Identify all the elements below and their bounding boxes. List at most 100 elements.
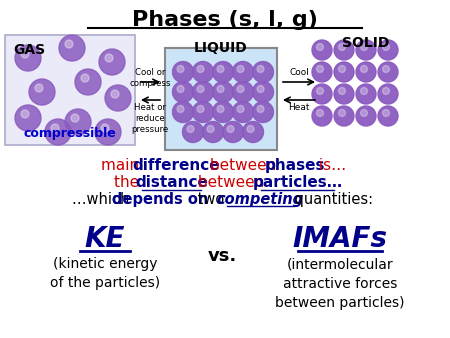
Circle shape (217, 86, 224, 93)
Circle shape (316, 66, 324, 72)
Circle shape (172, 81, 194, 102)
Circle shape (202, 121, 224, 143)
Text: Heat or
reduce
pressure: Heat or reduce pressure (131, 103, 169, 134)
Circle shape (81, 74, 89, 82)
Text: distance: distance (135, 175, 208, 190)
Circle shape (356, 106, 376, 126)
Circle shape (217, 66, 224, 72)
Circle shape (312, 62, 332, 82)
Circle shape (243, 121, 264, 143)
Circle shape (59, 35, 85, 61)
Circle shape (193, 62, 213, 82)
Circle shape (338, 66, 346, 72)
Circle shape (95, 119, 121, 145)
Circle shape (356, 62, 376, 82)
Circle shape (65, 40, 73, 48)
Circle shape (312, 40, 332, 60)
FancyBboxPatch shape (165, 48, 277, 150)
Circle shape (193, 81, 213, 102)
Circle shape (217, 105, 224, 113)
Circle shape (382, 88, 390, 95)
Circle shape (177, 66, 184, 72)
Text: …which: …which (72, 192, 134, 207)
Circle shape (334, 40, 354, 60)
Circle shape (252, 101, 274, 122)
Circle shape (312, 84, 332, 104)
Circle shape (207, 125, 214, 132)
Bar (5, 35, 135, 145)
Circle shape (338, 110, 346, 117)
Circle shape (15, 105, 41, 131)
Circle shape (65, 109, 91, 135)
Circle shape (360, 66, 368, 72)
Text: LIQUID: LIQUID (194, 41, 248, 55)
Circle shape (233, 81, 253, 102)
Circle shape (101, 124, 109, 132)
Circle shape (382, 44, 390, 50)
Circle shape (172, 62, 194, 82)
Circle shape (360, 88, 368, 95)
Text: between: between (193, 175, 269, 190)
Circle shape (312, 106, 332, 126)
Circle shape (378, 40, 398, 60)
Circle shape (378, 84, 398, 104)
Text: competing: competing (217, 192, 304, 207)
Circle shape (378, 62, 398, 82)
Circle shape (237, 105, 244, 113)
Circle shape (21, 50, 29, 58)
Circle shape (247, 125, 254, 132)
Circle shape (193, 101, 213, 122)
Circle shape (197, 105, 204, 113)
Circle shape (338, 88, 346, 95)
Text: particles…: particles… (252, 175, 342, 190)
Circle shape (21, 110, 29, 118)
Circle shape (334, 62, 354, 82)
Circle shape (212, 101, 234, 122)
Circle shape (51, 124, 59, 132)
Text: KE: KE (85, 225, 125, 253)
Circle shape (360, 44, 368, 50)
Circle shape (187, 125, 194, 132)
Circle shape (177, 86, 184, 93)
Text: Cool or
compress: Cool or compress (129, 68, 171, 88)
Circle shape (172, 101, 194, 122)
Text: between: between (205, 158, 281, 173)
Circle shape (252, 81, 274, 102)
Circle shape (237, 66, 244, 72)
Text: difference: difference (133, 158, 220, 173)
Circle shape (197, 66, 204, 72)
Circle shape (382, 66, 390, 72)
Circle shape (222, 121, 243, 143)
Circle shape (334, 106, 354, 126)
Text: (intermolecular
attractive forces
between particles): (intermolecular attractive forces betwee… (275, 257, 405, 310)
Text: IMAFs: IMAFs (292, 225, 387, 253)
Text: Cool: Cool (289, 68, 309, 77)
Text: Heat: Heat (288, 103, 310, 112)
Text: phases: phases (265, 158, 325, 173)
Circle shape (177, 105, 184, 113)
Circle shape (378, 106, 398, 126)
Circle shape (227, 125, 234, 132)
Text: GAS: GAS (13, 43, 45, 57)
Text: Phases (s, l, g): Phases (s, l, g) (132, 10, 318, 30)
Text: is…: is… (314, 158, 346, 173)
Circle shape (183, 121, 203, 143)
Text: vs.: vs. (207, 247, 237, 265)
Circle shape (360, 110, 368, 117)
Circle shape (197, 86, 204, 93)
Text: compressible: compressible (23, 127, 117, 140)
Circle shape (237, 86, 244, 93)
Text: two: two (193, 192, 229, 207)
Circle shape (338, 44, 346, 50)
Circle shape (212, 81, 234, 102)
Circle shape (316, 88, 324, 95)
Circle shape (252, 62, 274, 82)
Circle shape (233, 62, 253, 82)
Circle shape (316, 110, 324, 117)
Text: depends on: depends on (112, 192, 208, 207)
Circle shape (71, 114, 79, 122)
Circle shape (45, 119, 71, 145)
Text: (kinetic energy
of the particles): (kinetic energy of the particles) (50, 257, 160, 290)
Circle shape (382, 110, 390, 117)
Circle shape (316, 44, 324, 50)
